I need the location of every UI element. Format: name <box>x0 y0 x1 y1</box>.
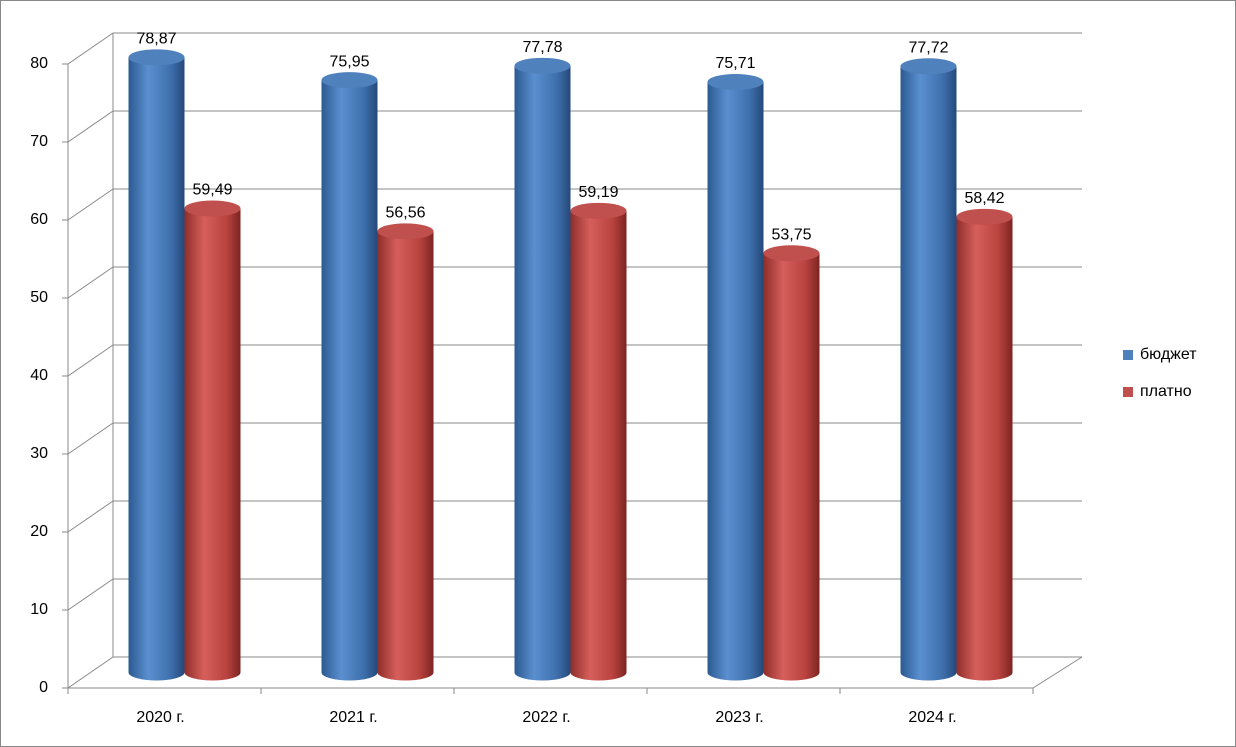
legend-swatch <box>1123 387 1133 397</box>
x-tick-label: 2023 г. <box>715 709 763 726</box>
bar-top <box>184 200 241 217</box>
bar-top <box>570 202 627 219</box>
grid-line <box>67 188 114 221</box>
bar <box>184 208 241 681</box>
bar <box>956 216 1013 681</box>
bar-top <box>763 245 820 262</box>
bar <box>707 81 764 681</box>
y-tick-label: 50 <box>30 289 48 306</box>
grid-line <box>67 32 114 65</box>
value-label: 58,42 <box>964 190 1004 207</box>
bar-top <box>128 49 185 66</box>
grid-line <box>67 266 114 299</box>
grid-line <box>67 578 114 611</box>
bar <box>763 253 820 681</box>
x-tick-label: 2021 г. <box>329 709 377 726</box>
y-tick-label: 70 <box>30 133 48 150</box>
bar-top <box>321 72 378 89</box>
x-tick-label: 2022 г. <box>522 709 570 726</box>
y-tick-label: 60 <box>30 211 48 228</box>
value-label: 56,56 <box>385 205 425 222</box>
bar <box>321 80 378 681</box>
value-label: 59,19 <box>578 184 618 201</box>
legend-label: платно <box>1140 383 1192 400</box>
y-tick-label: 30 <box>30 445 48 462</box>
bar <box>900 66 957 681</box>
floor-edge <box>1032 656 1083 689</box>
legend-swatch <box>1123 350 1133 360</box>
value-label: 59,49 <box>192 182 232 199</box>
value-label: 77,78 <box>522 39 562 56</box>
bar <box>128 57 185 681</box>
x-tick-label: 2020 г. <box>136 709 184 726</box>
grid-line <box>67 344 114 377</box>
value-label: 53,75 <box>771 226 811 243</box>
bar-top <box>956 208 1013 225</box>
y-tick-label: 0 <box>39 679 48 696</box>
y-tick-label: 80 <box>30 55 48 72</box>
bar <box>570 210 627 681</box>
value-label: 78,87 <box>136 31 176 48</box>
bar-top <box>900 58 957 75</box>
y-tick-label: 20 <box>30 523 48 540</box>
y-tick-label: 40 <box>30 367 48 384</box>
y-tick-label: 10 <box>30 601 48 618</box>
bar-top <box>514 57 571 74</box>
grid-line <box>67 422 114 455</box>
grid-line <box>67 500 114 533</box>
bar-top <box>377 223 434 240</box>
bar <box>377 231 434 681</box>
value-label: 75,95 <box>329 53 369 70</box>
legend-label: бюджет <box>1140 346 1197 363</box>
bar-top <box>707 73 764 90</box>
x-tick-label: 2024 г. <box>908 709 956 726</box>
grid-line <box>67 110 114 143</box>
bar <box>514 65 571 681</box>
value-label: 77,72 <box>908 40 948 57</box>
grid-line <box>67 656 114 689</box>
value-label: 75,71 <box>715 55 755 72</box>
